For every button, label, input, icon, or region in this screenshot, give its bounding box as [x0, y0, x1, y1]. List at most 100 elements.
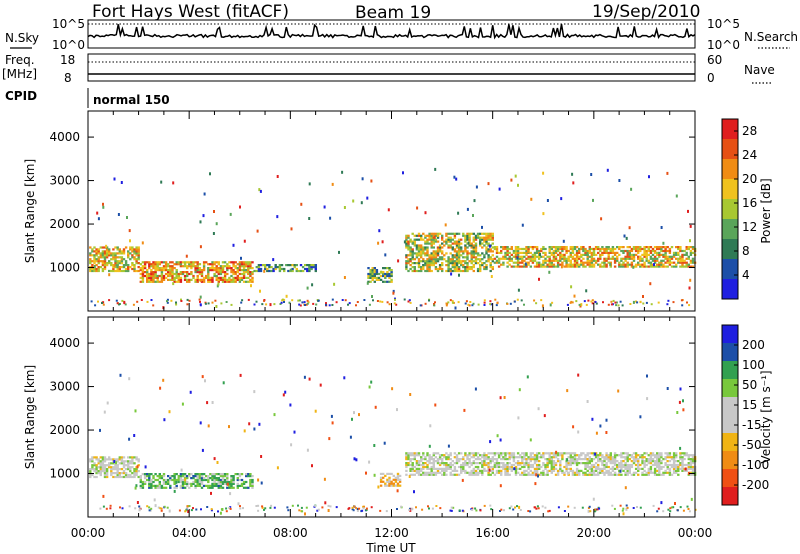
echo-cell: [128, 377, 131, 381]
echo-cell: [413, 267, 416, 271]
echo-cell: [415, 462, 419, 465]
echo-cell: [449, 246, 452, 249]
echo-cell: [468, 304, 471, 307]
echo-cell: [479, 458, 482, 461]
power-x-axis: [87, 111, 696, 311]
echo-cell: [516, 256, 519, 260]
echo-cell: [479, 242, 482, 245]
echo-cell: [489, 238, 492, 241]
echo-cell: [521, 456, 524, 459]
echo-cell: [603, 265, 606, 268]
echo-cell: [622, 263, 625, 266]
echo-cell: [408, 299, 411, 302]
echo-cell: [453, 462, 457, 465]
echo-cell: [618, 265, 621, 268]
echo-cell: [679, 387, 682, 391]
echo-cell: [428, 238, 431, 241]
echo-cell: [266, 269, 269, 273]
echo-cell: [599, 255, 602, 258]
echo-cell: [93, 265, 96, 268]
echo-cell: [626, 456, 629, 459]
echo-cell: [329, 505, 332, 508]
echo-cell: [299, 264, 303, 267]
echo-cell: [211, 278, 214, 281]
echo-cell: [291, 267, 294, 271]
echo-cell: [118, 248, 121, 251]
echo-cell: [687, 462, 690, 465]
echo-cell: [617, 304, 620, 307]
echo-cell: [186, 505, 189, 508]
echo-cell: [397, 259, 400, 263]
echo-cell: [328, 437, 331, 441]
echo-cell: [500, 257, 503, 260]
echo-cell: [462, 465, 465, 469]
echo-cell: [495, 259, 499, 262]
echo-cell: [192, 276, 195, 279]
echo-cell: [388, 269, 391, 272]
echo-cell: [538, 263, 541, 266]
echo-cell: [196, 478, 199, 482]
echo-cell: [436, 240, 440, 243]
echo-cell: [95, 269, 98, 273]
echo-cell: [556, 458, 560, 461]
echo-cell: [477, 303, 480, 306]
echo-cell: [613, 467, 617, 470]
echo-cell: [594, 467, 598, 470]
echo-cell: [156, 278, 159, 281]
echo-cell: [209, 477, 212, 480]
echo-cell: [190, 265, 193, 268]
echo-cell: [445, 302, 448, 305]
echo-cell: [103, 475, 107, 479]
echo-cell: [489, 473, 492, 476]
echo-cell: [476, 232, 480, 235]
echo-cell: [506, 462, 509, 465]
echo-cell: [230, 477, 233, 480]
echo-cell: [599, 460, 602, 463]
echo-cell: [133, 266, 136, 269]
echo-cell: [190, 261, 193, 264]
echo-cell: [139, 280, 142, 283]
echo-cell: [540, 263, 543, 266]
echo-cell: [190, 278, 193, 281]
echo-cell: [474, 248, 478, 251]
echo-cell: [634, 471, 638, 474]
echo-cell: [120, 256, 124, 259]
echo-cell: [597, 463, 600, 467]
echo-cell: [527, 263, 530, 266]
echo-cell: [219, 473, 223, 476]
echo-cell: [613, 265, 617, 268]
echo-cell: [445, 304, 448, 307]
echo-cell: [588, 452, 591, 455]
echo-cell: [229, 492, 232, 496]
echo-cell: [228, 482, 231, 485]
echo-cell: [415, 460, 419, 463]
echo-cell: [611, 249, 615, 253]
echo-cell: [236, 267, 239, 270]
echo-cell: [624, 463, 627, 467]
echo-cell: [651, 259, 655, 262]
echo-cell: [550, 259, 553, 262]
echo-cell: [223, 473, 227, 476]
echo-cell: [196, 475, 199, 478]
echo-cell: [447, 456, 450, 459]
echo-cell: [624, 458, 627, 461]
echo-cell: [684, 467, 687, 471]
echo-cell: [535, 456, 539, 459]
echo-cell: [560, 265, 563, 269]
echo-cell: [639, 257, 642, 260]
echo-cell: [548, 454, 551, 457]
echo-cell: [460, 469, 463, 472]
echo-cell: [649, 465, 653, 469]
echo-cell: [495, 452, 499, 455]
echo-cell: [656, 463, 659, 467]
echo-cell: [295, 267, 298, 271]
echo-cell: [588, 471, 591, 474]
echo-cell: [411, 266, 414, 269]
echo-cell: [230, 261, 233, 264]
echo-cell: [572, 425, 575, 429]
echo-cell: [431, 507, 434, 510]
echo-cell: [491, 456, 494, 459]
echo-cell: [653, 265, 657, 268]
echo-cell: [523, 255, 526, 258]
echo-cell: [575, 265, 579, 268]
